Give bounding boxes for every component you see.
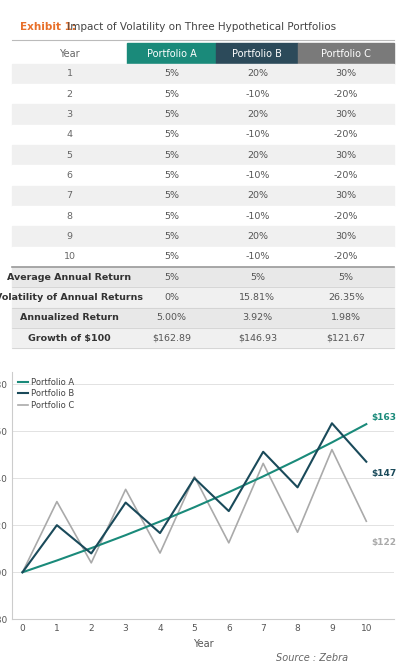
Bar [12,105,393,125]
Bar [298,43,393,64]
Text: Portfolio B: Portfolio B [232,49,281,59]
Bar [12,247,393,267]
Text: 30%: 30% [335,69,356,79]
Text: Portfolio C: Portfolio C [320,49,370,59]
Text: 5%: 5% [164,151,179,160]
Text: 26.35%: 26.35% [327,293,363,302]
Text: Portfolio A: Portfolio A [146,49,196,59]
Bar [12,226,393,247]
Text: 6: 6 [66,171,72,180]
Text: 7: 7 [66,191,72,200]
Text: 5%: 5% [338,273,353,282]
Text: 5.00%: 5.00% [156,314,186,322]
Text: -10%: -10% [245,212,269,221]
Text: -20%: -20% [333,171,358,180]
Text: 5%: 5% [164,90,179,99]
Bar [12,206,393,226]
Text: 5%: 5% [249,273,264,282]
Text: Exhibit 1:: Exhibit 1: [20,22,76,32]
Bar [12,267,393,288]
Bar [216,43,298,64]
Text: Source : Zebra: Source : Zebra [275,653,347,663]
Bar [12,64,393,84]
Bar [12,125,393,145]
Text: -10%: -10% [245,171,269,180]
Bar [12,84,393,105]
Text: $122: $122 [371,538,396,547]
Bar [12,165,393,186]
Text: -20%: -20% [333,131,358,139]
Text: 5%: 5% [164,252,179,262]
Bar [12,308,393,328]
Text: -10%: -10% [245,90,269,99]
Text: 30%: 30% [335,232,356,241]
Bar [12,328,393,348]
X-axis label: Year: Year [192,639,213,649]
Text: 30%: 30% [335,110,356,119]
Text: 1: 1 [66,69,72,79]
Text: $147: $147 [371,469,396,478]
Text: Growth of $100: Growth of $100 [28,334,111,343]
Text: Annualized Return: Annualized Return [20,314,119,322]
Text: 20%: 20% [246,232,267,241]
Text: -10%: -10% [245,252,269,262]
Text: 20%: 20% [246,69,267,79]
Text: 5%: 5% [164,232,179,241]
Text: 5%: 5% [164,131,179,139]
Text: 0%: 0% [164,293,179,302]
Text: -20%: -20% [333,212,358,221]
Text: Impact of Volatility on Three Hypothetical Portfolios: Impact of Volatility on Three Hypothetic… [64,22,335,32]
Text: -20%: -20% [333,90,358,99]
Text: 3.92%: 3.92% [242,314,272,322]
Text: 5%: 5% [164,191,179,200]
Text: $121.67: $121.67 [326,334,365,343]
Bar [126,43,216,64]
Text: 5%: 5% [164,69,179,79]
Text: -20%: -20% [333,252,358,262]
Text: 20%: 20% [246,191,267,200]
Text: 9: 9 [66,232,72,241]
Text: $163: $163 [371,412,396,422]
Bar [12,43,126,64]
Text: 20%: 20% [246,151,267,160]
Text: 5%: 5% [164,171,179,180]
Text: 30%: 30% [335,191,356,200]
Text: $146.93: $146.93 [237,334,276,343]
Text: 3: 3 [66,110,72,119]
Text: -10%: -10% [245,131,269,139]
Text: $162.89: $162.89 [151,334,190,343]
Text: Volatility of Annual Returns: Volatility of Annual Returns [0,293,143,302]
Text: 2: 2 [66,90,72,99]
Bar [12,186,393,206]
Text: 5%: 5% [164,273,179,282]
Text: Year: Year [59,49,79,59]
Text: 20%: 20% [246,110,267,119]
Text: 4: 4 [66,131,72,139]
Text: Average Annual Return: Average Annual Return [7,273,131,282]
Text: 5%: 5% [164,212,179,221]
Text: 30%: 30% [335,151,356,160]
Text: 10: 10 [63,252,75,262]
Text: 15.81%: 15.81% [239,293,275,302]
Bar [12,288,393,308]
Text: 8: 8 [66,212,72,221]
Legend: Portfolio A, Portfolio B, Portfolio C: Portfolio A, Portfolio B, Portfolio C [16,376,76,412]
Text: 1.98%: 1.98% [330,314,360,322]
Bar [12,145,393,165]
Text: 5%: 5% [164,110,179,119]
Text: 5: 5 [66,151,72,160]
